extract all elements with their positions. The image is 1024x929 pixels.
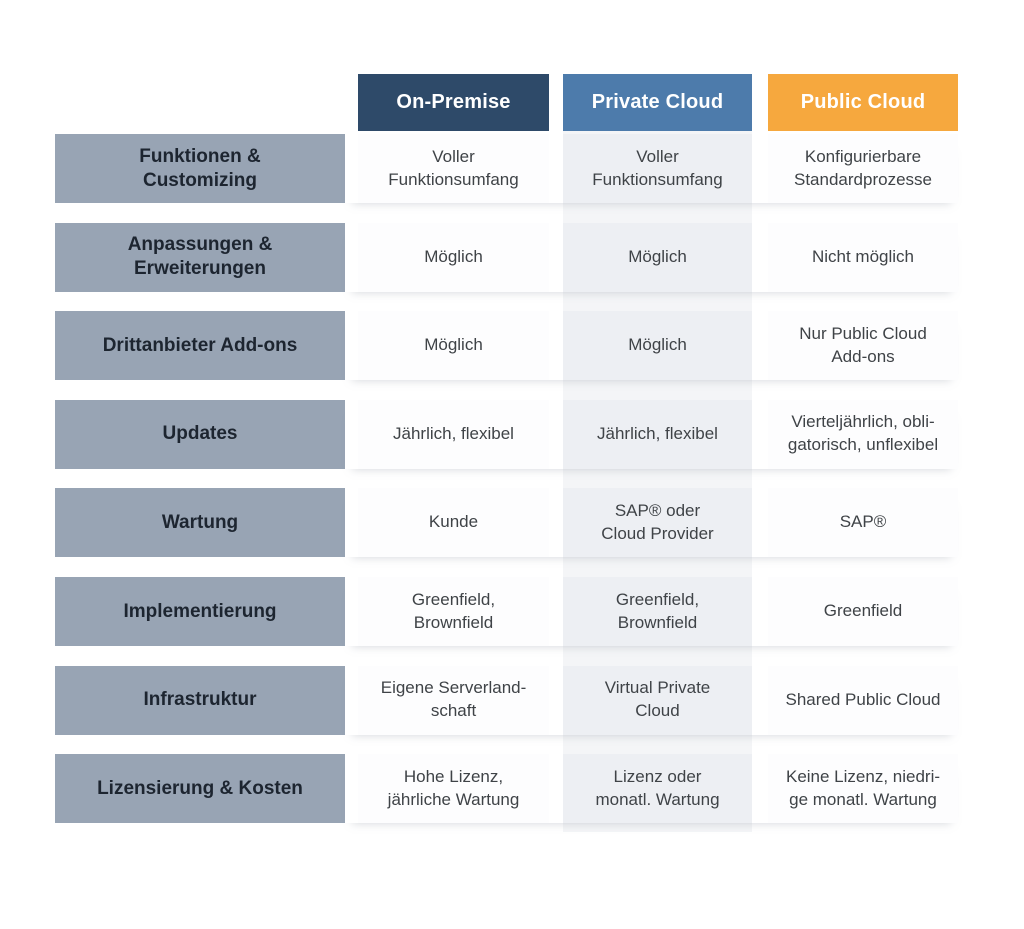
row-header-label: Funktionen & Customizing [139, 145, 261, 191]
cell-on-premise: Möglich [358, 311, 549, 381]
row-header-label: Updates [162, 423, 238, 445]
row-header: Infrastruktur [55, 665, 345, 735]
row-header: Drittanbieter Add-ons [55, 311, 345, 381]
row-header: Implementierung [55, 577, 345, 646]
cell-on-premise: Eigene Serverland- schaft [358, 665, 549, 735]
cell-on-premise: Hohe Lizenz, jährliche Wartung [358, 754, 549, 824]
row-header: Lizensierung & Kosten [55, 754, 345, 824]
cell-public-cloud: Nicht möglich [768, 222, 958, 292]
row-header-label: Lizensierung & Kosten [97, 777, 303, 799]
table-row: Implementierung Greenfield, Brownfield G… [0, 577, 1024, 646]
row-header-label: Anpassungen & Erweiterungen [127, 234, 273, 280]
column-header-public-cloud: Public Cloud [768, 74, 958, 131]
row-header-label: Implementierung [123, 600, 277, 622]
cell-private-cloud: Möglich [563, 222, 752, 292]
cell-on-premise: Möglich [358, 222, 549, 292]
cell-private-cloud: Möglich [563, 311, 752, 381]
row-header-label: Drittanbieter Add-ons [102, 334, 298, 356]
row-header: Funktionen & Customizing [55, 134, 345, 203]
cell-on-premise: Greenfield, Brownfield [358, 577, 549, 646]
cell-public-cloud: Konfigurierbare Standardprozesse [768, 134, 958, 203]
row-header: Anpassungen & Erweiterungen [55, 222, 345, 292]
table-row: Wartung Kunde SAP® oder Cloud Provider S… [0, 488, 1024, 558]
table-row: Lizensierung & Kosten Hohe Lizenz, jährl… [0, 754, 1024, 824]
column-header-on-premise: On-Premise [358, 74, 549, 131]
table-row: Updates Jährlich, flexibel Jährlich, fle… [0, 399, 1024, 469]
cell-private-cloud: Jährlich, flexibel [563, 399, 752, 469]
cell-public-cloud: Nur Public Cloud Add-ons [768, 311, 958, 381]
column-header-private-cloud: Private Cloud [563, 74, 752, 131]
cell-private-cloud: SAP® oder Cloud Provider [563, 488, 752, 558]
cell-private-cloud: Lizenz oder monatl. Wartung [563, 754, 752, 824]
row-header: Wartung [55, 488, 345, 558]
cell-public-cloud: Greenfield [768, 577, 958, 646]
table-row: Funktionen & Customizing Voller Funktion… [0, 134, 1024, 203]
row-header: Updates [55, 399, 345, 469]
table-row: Infrastruktur Eigene Serverland- schaft … [0, 665, 1024, 735]
table-row: Drittanbieter Add-ons Möglich Möglich Nu… [0, 311, 1024, 381]
row-header-label: Wartung [161, 512, 239, 534]
cell-public-cloud: Vierteljährlich, obli- gatorisch, unflex… [768, 399, 958, 469]
cell-private-cloud: Greenfield, Brownfield [563, 577, 752, 646]
cell-public-cloud: SAP® [768, 488, 958, 558]
cell-on-premise: Voller Funktionsumfang [358, 134, 549, 203]
cell-public-cloud: Keine Lizenz, niedri- ge monatl. Wartung [768, 754, 958, 824]
cell-public-cloud: Shared Public Cloud [768, 665, 958, 735]
cell-on-premise: Jährlich, flexibel [358, 399, 549, 469]
cell-private-cloud: Virtual Private Cloud [563, 665, 752, 735]
cell-on-premise: Kunde [358, 488, 549, 558]
cell-private-cloud: Voller Funktionsumfang [563, 134, 752, 203]
row-header-label: Infrastruktur [143, 689, 257, 711]
table-row: Anpassungen & Erweiterungen Möglich Mögl… [0, 222, 1024, 292]
